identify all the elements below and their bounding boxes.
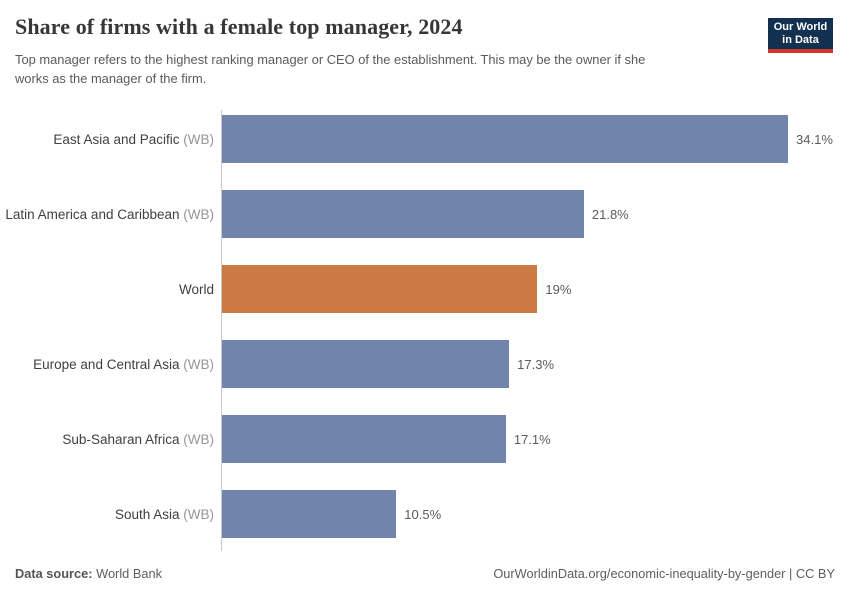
- category-label: Sub-Saharan Africa (WB): [0, 432, 222, 447]
- category-name: Sub-Saharan Africa: [62, 431, 180, 447]
- value-label: 10.5%: [404, 506, 442, 522]
- bar[interactable]: [222, 415, 506, 463]
- chart-subtitle: Top manager refers to the highest rankin…: [15, 52, 646, 86]
- category-label: East Asia and Pacific (WB): [0, 132, 222, 147]
- value-label: 19%: [545, 281, 572, 297]
- category-name: Europe and Central Asia: [33, 356, 180, 372]
- bar-rows: East Asia and Pacific (WB) 34.1% Latin Ame…: [0, 115, 850, 538]
- chart-row: Latin America and Caribbean (WB) 21.8%: [0, 190, 850, 238]
- bar[interactable]: [222, 190, 584, 238]
- chart-title: Share of firms with a female top manager…: [15, 14, 463, 39]
- chart-row: Europe and Central Asia (WB) 17.3%: [0, 340, 850, 388]
- category-name: South Asia: [114, 506, 180, 522]
- data-source-label: Data source:: [15, 566, 93, 581]
- attribution: OurWorldinData.org/economic-inequality-b…: [493, 566, 835, 581]
- value-label: 34.1%: [796, 131, 833, 147]
- category-source-suffix: (WB): [179, 206, 214, 222]
- chart-footer: Data source: World Bank OurWorldinData.o…: [15, 566, 835, 581]
- data-source-value: World Bank: [96, 566, 163, 581]
- data-source: Data source: World Bank: [15, 566, 162, 581]
- license-label: CC BY: [795, 566, 835, 581]
- owid-logo-line2: in Data: [782, 33, 819, 46]
- category-label: World: [0, 282, 222, 297]
- category-label: Europe and Central Asia (WB): [0, 357, 222, 372]
- category-name: East Asia and Pacific: [53, 131, 180, 147]
- category-name: World: [178, 281, 214, 297]
- value-label: 21.8%: [591, 206, 629, 222]
- chart-row: Sub-Saharan Africa (WB) 17.1%: [0, 415, 850, 463]
- category-source-suffix: (WB): [179, 356, 214, 372]
- chart-row: South Asia (WB) 10.5%: [0, 490, 850, 538]
- attribution-separator: |: [785, 566, 796, 581]
- category-name: Latin America and Caribbean: [5, 206, 180, 222]
- category-source-suffix: (WB): [179, 506, 214, 522]
- bar-chart: East Asia and Pacific (WB) 34.1% Latin Ame…: [0, 110, 850, 551]
- y-axis-line: [221, 110, 222, 551]
- category-label: Latin America and Caribbean (WB): [0, 207, 222, 222]
- bar[interactable]: [222, 490, 397, 538]
- bar[interactable]: [222, 340, 510, 388]
- owid-logo: Our World in Data: [768, 18, 833, 53]
- category-label: South Asia (WB): [0, 507, 222, 522]
- category-source-suffix: (WB): [179, 431, 214, 447]
- owid-url-link[interactable]: OurWorldinData.org/economic-inequality-b…: [493, 566, 786, 581]
- value-label: 17.3%: [517, 356, 555, 372]
- bar[interactable]: [222, 115, 789, 163]
- category-source-suffix: (WB): [179, 131, 214, 147]
- chart-row: World 19%: [0, 265, 850, 313]
- bar[interactable]: [222, 265, 538, 313]
- owid-logo-line1: Our World: [773, 21, 828, 33]
- value-label: 17.1%: [513, 431, 551, 447]
- chart-row: East Asia and Pacific (WB) 34.1%: [0, 115, 850, 163]
